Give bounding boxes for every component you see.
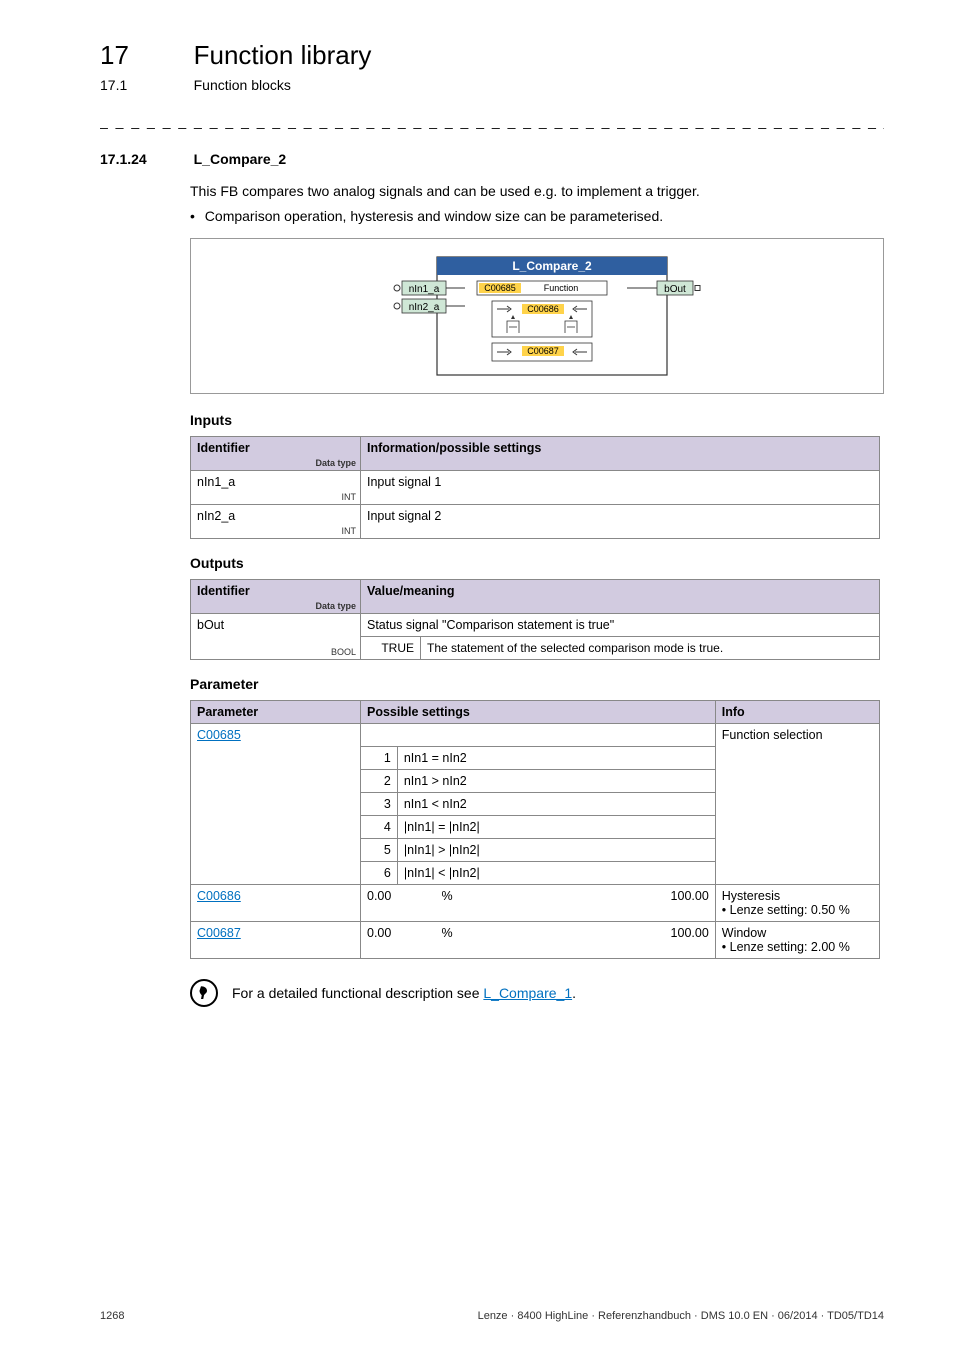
- section-title: L_Compare_2: [194, 151, 287, 167]
- param-link-c00685[interactable]: C00685: [197, 728, 241, 742]
- tip-text-after: .: [572, 985, 576, 1001]
- table-row: nIn2_aINT Input signal 2: [191, 505, 880, 539]
- tip-icon: [190, 979, 218, 1007]
- dash-rule: _ _ _ _ _ _ _ _ _ _ _ _ _ _ _ _ _ _ _ _ …: [100, 113, 884, 129]
- svg-text:C00686: C00686: [527, 304, 559, 314]
- page-number: 1268: [100, 1310, 124, 1322]
- section-heading: 17.1.24 L_Compare_2: [100, 151, 884, 167]
- outputs-heading: Outputs: [190, 555, 884, 571]
- param-th-info: Info: [715, 701, 879, 724]
- inputs-th-info: Information/possible settings: [361, 437, 880, 471]
- subsection-number: 17.1: [100, 77, 190, 93]
- page-footer: 1268 Lenze · 8400 HighLine · Referenzhan…: [100, 1310, 884, 1322]
- svg-text:C00685: C00685: [484, 283, 516, 293]
- subsection-title: Function blocks: [194, 77, 291, 93]
- block-diagram-svg: L_Compare_2 nIn1_a nIn2_a bOut C00685 Fu…: [347, 251, 727, 381]
- table-row: C00685 Function selection: [191, 724, 880, 747]
- bullet-item: • Comparison operation, hysteresis and w…: [190, 208, 884, 224]
- block-diagram-frame: L_Compare_2 nIn1_a nIn2_a bOut C00685 Fu…: [190, 238, 884, 394]
- bullet-text: Comparison operation, hysteresis and win…: [205, 208, 663, 224]
- intro-text: This FB compares two analog signals and …: [190, 181, 884, 202]
- table-row: C00687 0.00 % 100.00 Window• Lenze setti…: [191, 922, 880, 959]
- tip-note: For a detailed functional description se…: [190, 979, 884, 1007]
- inputs-table: Identifier Data type Information/possibl…: [190, 436, 880, 539]
- param-link-c00686[interactable]: C00686: [197, 889, 241, 903]
- table-row: nIn1_aINT Input signal 1: [191, 471, 880, 505]
- page-content: 17 Function library 17.1 Function blocks…: [0, 0, 954, 1037]
- tip-link[interactable]: L_Compare_1: [483, 985, 572, 1001]
- svg-text:bOut: bOut: [664, 284, 686, 295]
- param-th-poss: Possible settings: [361, 701, 716, 724]
- parameter-table: Parameter Possible settings Info C00685 …: [190, 700, 880, 959]
- svg-text:Function: Function: [544, 283, 579, 293]
- svg-text:nIn2_a: nIn2_a: [409, 302, 440, 313]
- table-row: bOutBOOL Status signal "Comparison state…: [191, 614, 880, 637]
- subsection-heading: 17.1 Function blocks: [100, 77, 884, 93]
- inputs-heading: Inputs: [190, 412, 884, 428]
- bullet-dot: •: [190, 208, 195, 224]
- tip-text-before: For a detailed functional description se…: [232, 985, 483, 1001]
- diagram-title: L_Compare_2: [512, 259, 592, 273]
- footer-right: Lenze · 8400 HighLine · Referenzhandbuch…: [478, 1310, 884, 1322]
- outputs-th-value: Value/meaning: [361, 580, 880, 614]
- inputs-th-identifier: Identifier Data type: [191, 437, 361, 471]
- parameter-heading: Parameter: [190, 676, 884, 692]
- chapter-title: Function library: [194, 40, 372, 70]
- svg-text:nIn1_a: nIn1_a: [409, 284, 440, 295]
- param-link-c00687[interactable]: C00687: [197, 926, 241, 940]
- chapter-number: 17: [100, 40, 190, 71]
- svg-text:C00687: C00687: [527, 346, 559, 356]
- outputs-table: Identifier Data type Value/meaning bOutB…: [190, 579, 880, 660]
- param-th-param: Parameter: [191, 701, 361, 724]
- outputs-th-identifier: Identifier Data type: [191, 580, 361, 614]
- table-row: C00686 0.00 % 100.00 Hysteresis• Lenze s…: [191, 885, 880, 922]
- section-number: 17.1.24: [100, 151, 190, 167]
- chapter-heading: 17 Function library: [100, 40, 884, 71]
